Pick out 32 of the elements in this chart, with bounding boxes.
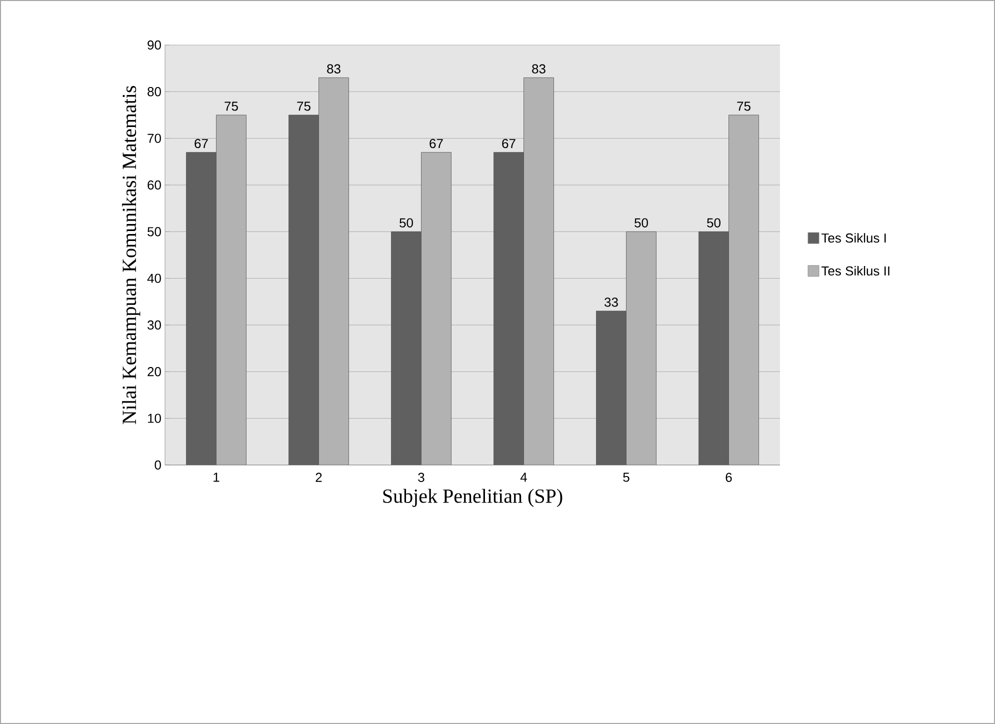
legend-label: Tes Siklus I [821, 233, 886, 243]
x-axis-title: Subjek Penelitian (SP) [383, 488, 562, 507]
data-label: 50 [707, 218, 720, 228]
data-label: 75 [737, 102, 750, 111]
y-tick-label: 80 [148, 87, 161, 96]
x-tick-label: 6 [726, 472, 732, 482]
data-label: 50 [400, 218, 413, 228]
data-label: 33 [604, 298, 618, 307]
y-tick-label: 20 [148, 367, 161, 376]
y-tick-label: 50 [148, 227, 161, 236]
y-tick-label: 0 [154, 460, 161, 470]
y-tick-label: 10 [148, 414, 161, 423]
data-label: 83 [327, 64, 340, 74]
data-label: 67 [430, 138, 443, 148]
y-tick-label: 90 [148, 40, 161, 50]
x-tick-label: 3 [418, 472, 424, 482]
data-label: 50 [634, 218, 648, 228]
y-tick-label: 40 [147, 274, 161, 283]
data-label: 67 [502, 138, 516, 148]
y-tick-label: 30 [148, 320, 161, 330]
x-tick-label: 2 [316, 472, 322, 482]
data-label: 75 [297, 102, 310, 111]
y-axis-title: Nilai Kemampuan Komunikasi Matematis [122, 86, 140, 424]
y-tick-label: 60 [148, 180, 161, 190]
data-label: 75 [224, 102, 238, 111]
y-tick-label: 70 [148, 134, 161, 143]
x-tick-label: 1 [214, 472, 220, 482]
legend-label: Tes Siklus II [821, 266, 890, 276]
x-tick-label: 5 [623, 472, 630, 482]
data-label: 67 [194, 138, 208, 148]
data-label: 83 [532, 64, 546, 74]
x-tick-label: 4 [520, 472, 527, 482]
